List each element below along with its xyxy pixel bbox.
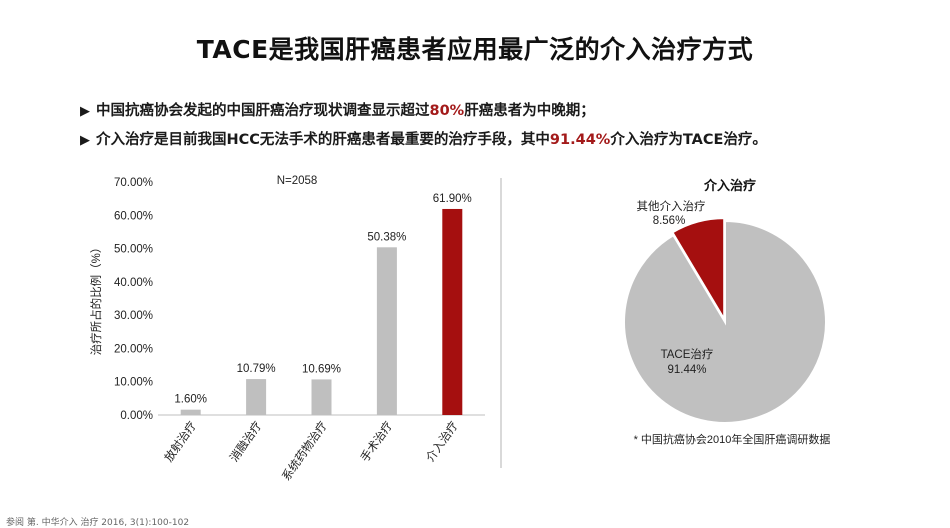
bullet-text: 肝癌患者为中晚期； — [464, 103, 595, 119]
bullet-item-1: ▶ 中国抗癌协会发起的中国肝癌治疗现状调查显示超过80%肝癌患者为中晚期； — [80, 97, 767, 126]
y-axis-label: 治疗所占的比例（%） — [89, 242, 103, 356]
y-tick-label: 60.00% — [114, 210, 153, 222]
bar — [376, 247, 397, 415]
bullet-highlight: 91.44% — [549, 132, 611, 148]
slice-label: 其他介入治疗 — [637, 199, 706, 213]
bullet-text: 介入治疗是目前我国HCC无法手术的肝癌患者最重要的治疗手段，其中 — [96, 132, 550, 148]
y-tick-label: 20.00% — [114, 343, 153, 355]
x-tick-label: 介入治疗 — [423, 419, 461, 465]
reference-footnote: 参阅 第. 中华介入 治疗 2016, 3(1):100-102 — [6, 518, 190, 528]
panel-divider — [500, 178, 502, 468]
bullet-text: 介入治疗为TACE治疗。 — [610, 132, 767, 148]
data-label: 61.90% — [433, 193, 472, 205]
bar — [246, 379, 267, 415]
slice-value-label: 91.44% — [667, 364, 706, 376]
bullet-text: 中国抗癌协会发起的中国肝癌治疗现状调查显示超过 — [96, 103, 430, 119]
data-label: 10.69% — [302, 363, 341, 375]
x-tick-label: 放射治疗 — [161, 419, 199, 465]
bar — [442, 208, 463, 415]
slice-label: TACE治疗 — [661, 347, 714, 361]
data-label: 50.38% — [367, 231, 406, 243]
y-tick-label: 50.00% — [114, 244, 153, 256]
sample-size-annotation: N=2058 — [277, 175, 318, 187]
y-tick-label: 70.00% — [114, 177, 153, 189]
triangle-bullet-icon: ▶ — [80, 104, 90, 119]
y-tick-label: 10.00% — [114, 377, 153, 389]
bullet-highlight: 80% — [429, 103, 465, 119]
y-tick-label: 40.00% — [114, 277, 153, 289]
bullet-item-2: ▶ 介入治疗是目前我国HCC无法手术的肝癌患者最重要的治疗手段，其中91.44%介… — [80, 126, 767, 155]
bar-chart: 0.00% 10.00% 20.00% 30.00% 40.00% 50.00% 60.00… — [89, 175, 485, 484]
y-tick-label: 30.00% — [114, 310, 153, 322]
page-title: TACE是我国肝癌患者应用最广泛的介入治疗方式 — [196, 35, 754, 64]
triangle-bullet-icon: ▶ — [80, 133, 90, 148]
data-source-note: * 中国抗癌协会2010年全国肝癌调研数据 — [634, 432, 831, 446]
bar — [311, 379, 332, 415]
slice-value-label: 8.56% — [653, 215, 686, 227]
x-tick-label: 消融治疗 — [227, 419, 265, 465]
bar — [180, 409, 201, 415]
pie-slice — [671, 217, 726, 323]
pie-title: 介入治疗 — [703, 178, 756, 193]
bullet-list: ▶ 中国抗癌协会发起的中国肝癌治疗现状调查显示超过80%肝癌患者为中晚期； ▶ 介入… — [80, 97, 767, 155]
pie-chart: 介入治疗 TACE治疗 91.44% 其他介入治疗 8.56% * 中国抗癌协会2010年… — [623, 178, 831, 446]
y-tick-label: 0.00% — [120, 410, 153, 422]
data-label: 10.79% — [237, 363, 276, 375]
x-tick-label: 系统药物治疗 — [279, 419, 330, 484]
data-label: 1.60% — [174, 394, 207, 406]
x-tick-label: 手术治疗 — [358, 419, 396, 465]
